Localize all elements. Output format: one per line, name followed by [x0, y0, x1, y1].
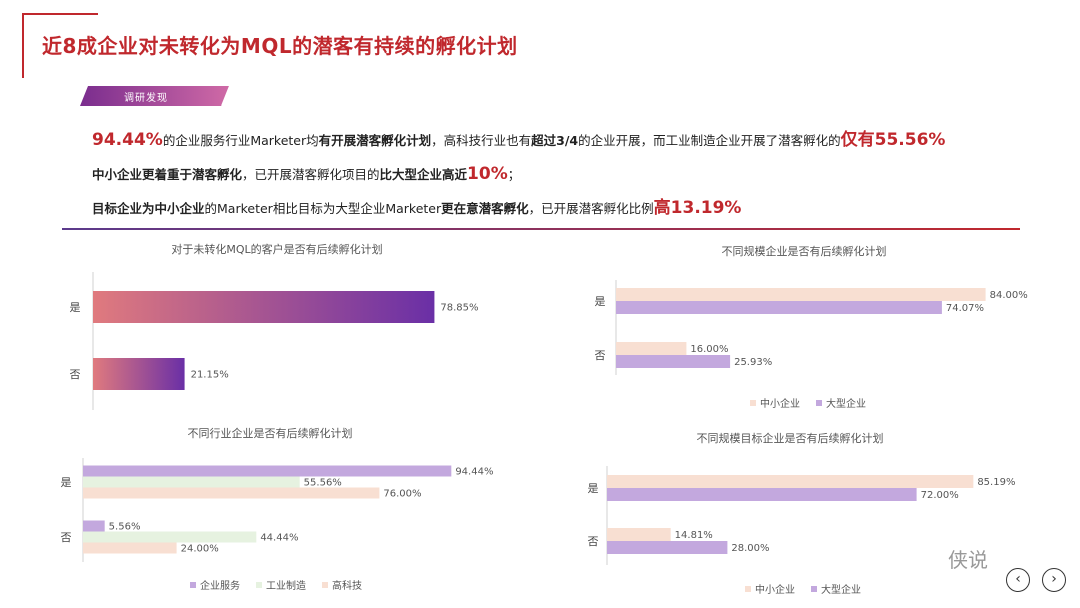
chart-3-category-label: 是 — [61, 476, 72, 489]
chart-2-legend-entry: 中小企业 — [760, 397, 800, 410]
chart-4-bar — [607, 528, 671, 541]
chart-2-data-label: 16.00% — [690, 344, 728, 355]
finding-2-text-a: ，已开展潜客孵化项目的 — [242, 167, 380, 182]
watermark: 侠说 — [948, 548, 988, 572]
finding-1-text-c: 的企业开展，而工业制造企业开展了潜客孵化的 — [578, 133, 841, 148]
chart-1-data-label: 78.85% — [440, 303, 478, 314]
finding-3-text-a: 的Marketer相比目标为大型企业Marketer — [204, 201, 442, 216]
tag-background — [80, 85, 231, 107]
chart-2-title: 不同规模企业是否有后续孵化计划 — [722, 244, 887, 258]
chart-2-data-label: 74.07% — [946, 303, 984, 314]
finding-2: 中小企业更着重于潜客孵化，已开展潜客孵化项目的比大型企业高近10%； — [92, 162, 945, 196]
chart-2-legend-entry: 大型企业 — [826, 397, 866, 410]
chart-3-bar — [83, 487, 380, 499]
chart-3-legend-swatch — [256, 582, 262, 588]
finding-1-stat: 94.44% — [92, 130, 163, 150]
chart-3-legend-entry: 高科技 — [332, 579, 362, 592]
finding-2-bold-b: 比大型企业高近 — [379, 167, 468, 182]
chart-3-legend-entry: 工业制造 — [266, 579, 306, 592]
finding-2-stat: 10% — [467, 164, 508, 184]
chart-4-legend-swatch — [745, 586, 751, 592]
chart-3-bar — [83, 465, 452, 477]
prev-page-button[interactable]: ‹ — [1006, 568, 1030, 592]
chart-2-bar — [616, 301, 942, 314]
next-page-button[interactable]: › — [1042, 568, 1066, 592]
chart-3-data-label: 24.00% — [181, 544, 219, 555]
finding-1-text-a: 的企业服务行业Marketer均 — [162, 133, 319, 148]
page-title: 近8成企业对未转化为MQL的潜客有持续的孵化计划 — [42, 34, 518, 58]
finding-1-bold-b: 超过3/4 — [531, 133, 579, 148]
finding-1-stat-b: 仅有55.56% — [840, 130, 946, 150]
chart-4-bar — [607, 541, 728, 554]
chart-3-legend-entry: 企业服务 — [200, 579, 240, 592]
chart-4-category-label: 是 — [588, 482, 599, 495]
chart-1-bar — [93, 358, 185, 390]
section-tag: 调研发现 — [80, 85, 231, 107]
finding-2-bold-a: 中小企业更着重于潜客孵化 — [92, 167, 243, 182]
finding-3-bold-a: 目标企业为中小企业 — [92, 201, 205, 216]
chart-4-data-label: 72.00% — [921, 490, 959, 501]
chart-3-category-label: 否 — [61, 531, 72, 544]
chart-1-data-label: 21.15% — [191, 370, 229, 381]
chart-3-data-label: 44.44% — [260, 533, 298, 544]
chart-2-bar — [616, 342, 687, 355]
chart-3-data-label: 76.00% — [383, 489, 421, 500]
finding-2-text-b: ； — [507, 167, 521, 182]
chart-1-title: 对于未转化MQL的客户是否有后续孵化计划 — [171, 242, 382, 256]
section-tag-label: 调研发现 — [124, 93, 168, 104]
finding-3-text-b: ，已开展潜客孵化比例 — [528, 201, 654, 216]
chart-4-legend-entry: 中小企业 — [755, 583, 795, 596]
chart-4-data-label: 85.19% — [977, 477, 1015, 488]
finding-3-stat: 高13.19% — [653, 198, 742, 218]
finding-3-bold-b: 更在意潜客孵化 — [441, 201, 529, 216]
chart-4-legend-swatch — [811, 586, 817, 592]
chart-3-bar — [83, 531, 257, 543]
chart-3-bar — [83, 520, 105, 532]
chart-3-title: 不同行业企业是否有后续孵化计划 — [188, 426, 353, 440]
chart-4-category-label: 否 — [588, 535, 599, 548]
title-corner-bracket — [22, 13, 98, 78]
chart-3-legend-swatch — [190, 582, 196, 588]
chart-4-legend-entry: 大型企业 — [821, 583, 861, 596]
chart-4-data-label: 28.00% — [731, 543, 769, 554]
chart-3-bar — [83, 542, 177, 554]
chart-4-title: 不同规模目标企业是否有后续孵化计划 — [697, 431, 884, 445]
chart-2-legend-swatch — [816, 400, 822, 406]
chart-2-data-label: 84.00% — [990, 290, 1028, 301]
chart-1-category-label: 是 — [70, 301, 81, 314]
chart-4-bar — [607, 488, 917, 501]
chart-3-data-label: 5.56% — [109, 522, 141, 533]
chart-4-data-label: 14.81% — [675, 530, 713, 541]
chart-4-bar — [607, 475, 974, 488]
chart-3-data-label: 94.44% — [455, 467, 493, 478]
chart-2-category-label: 否 — [595, 349, 606, 362]
chart-3-legend-swatch — [322, 582, 328, 588]
chart-1-category-label: 否 — [70, 368, 81, 381]
chart-2-data-label: 25.93% — [734, 357, 772, 368]
chart-2-category-label: 是 — [595, 295, 606, 308]
section-divider — [62, 228, 1020, 230]
chart-2-bar — [616, 355, 731, 368]
key-findings: 94.44%的企业服务行业Marketer均有开展潜客孵化计划，高科技行业也有超… — [92, 128, 945, 230]
chart-2-legend-swatch — [750, 400, 756, 406]
chart-2-bar — [616, 288, 986, 301]
chart-3-bar — [83, 476, 300, 488]
chart-3-data-label: 55.56% — [304, 478, 342, 489]
finding-1-text-b: ，高科技行业也有 — [431, 133, 532, 148]
finding-3: 目标企业为中小企业的Marketer相比目标为大型企业Marketer更在意潜客… — [92, 196, 945, 230]
finding-1-bold-a: 有开展潜客孵化计划 — [318, 133, 432, 148]
finding-1: 94.44%的企业服务行业Marketer均有开展潜客孵化计划，高科技行业也有超… — [92, 128, 945, 162]
chart-1-bar — [93, 291, 435, 323]
